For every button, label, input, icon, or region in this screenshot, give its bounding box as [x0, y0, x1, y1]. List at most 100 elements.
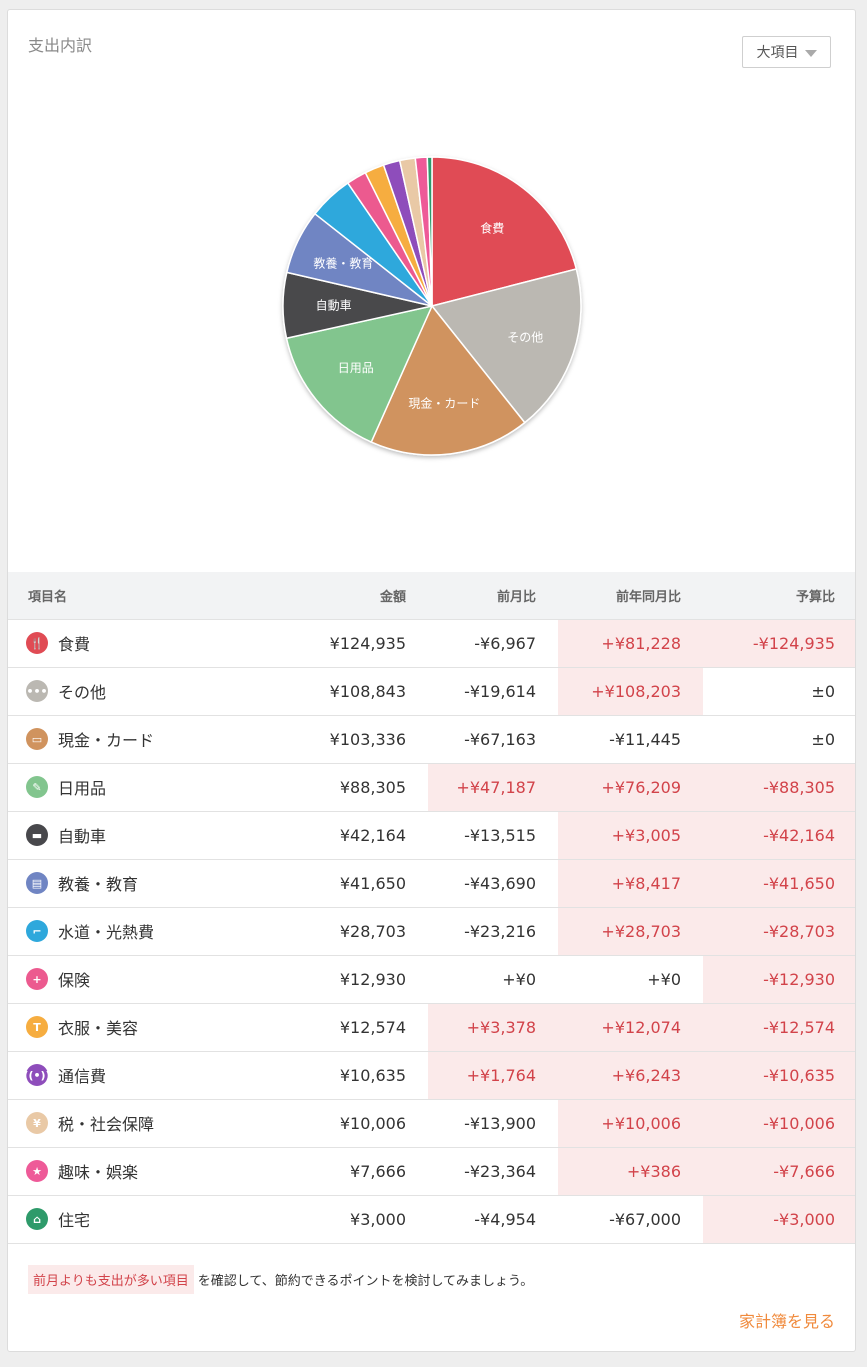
category-name: 衣服・美容: [58, 1019, 139, 1038]
category-name-cell: ▭ 現金・カード: [8, 715, 308, 764]
yoy-cell: +¥108,203: [558, 667, 703, 716]
table-header-row: 項目名 金額 前月比 前年同月比 予算比: [8, 572, 855, 620]
footer-note-text: を確認して、節約できるポイントを検討してみましょう。: [197, 1274, 534, 1289]
footer-note: 前月よりも支出が多い項目 を確認して、節約できるポイントを検討してみましょう。: [28, 1265, 533, 1294]
mom-cell: -¥23,364: [428, 1147, 558, 1196]
pie-slice[interactable]: [430, 268, 582, 424]
view-household-book-link[interactable]: 家計簿を見る: [738, 1312, 835, 1331]
star-icon: ★: [26, 1160, 48, 1182]
faucet-icon: ⌐: [26, 920, 48, 942]
header-item-name: 項目名: [8, 572, 308, 620]
mom-cell: -¥19,614: [428, 667, 558, 716]
amount-cell: ¥7,666: [308, 1147, 428, 1196]
category-name: 水道・光熱費: [58, 923, 155, 942]
budget-cell: ±0: [703, 667, 855, 716]
yoy-cell: +¥0: [558, 955, 703, 1004]
budget-cell: -¥3,000: [703, 1195, 855, 1244]
amount-cell: ¥3,000: [308, 1195, 428, 1244]
amount-cell: ¥124,935: [308, 619, 428, 668]
highlight-legend-tag: 前月よりも支出が多い項目: [28, 1265, 194, 1294]
pie-slice-label: その他: [507, 330, 543, 344]
table-row[interactable]: ⌂ 住宅 ¥3,000 -¥4,954 -¥67,000 -¥3,000: [8, 1195, 855, 1244]
amount-cell: ¥88,305: [308, 763, 428, 812]
table-row[interactable]: ¥ 税・社会保障 ¥10,006 -¥13,900 +¥10,006 -¥10,006: [8, 1099, 855, 1148]
amount-cell: ¥10,635: [308, 1051, 428, 1100]
amount-cell: ¥103,336: [308, 715, 428, 764]
book-icon: ▤: [26, 872, 48, 894]
car-icon: ▬: [26, 824, 48, 846]
budget-cell: -¥88,305: [703, 763, 855, 812]
yoy-cell: +¥8,417: [558, 859, 703, 908]
table-row[interactable]: ••• その他 ¥108,843 -¥19,614 +¥108,203 ±0: [8, 667, 855, 716]
pie-slice[interactable]: [426, 156, 433, 307]
pie-slice-label: 食費: [480, 220, 504, 235]
category-name-cell: ••• その他: [8, 667, 308, 716]
table-row[interactable]: ★ 趣味・娯楽 ¥7,666 -¥23,364 +¥386 -¥7,666: [8, 1147, 855, 1196]
table-row[interactable]: ⌐ 水道・光熱費 ¥28,703 -¥23,216 +¥28,703 -¥28,703: [8, 907, 855, 956]
amount-cell: ¥42,164: [308, 811, 428, 860]
yoy-cell: +¥6,243: [558, 1051, 703, 1100]
category-name-cell: ▬ 自動車: [8, 811, 308, 860]
category-name: 食費: [58, 635, 91, 654]
category-name-cell: T 衣服・美容: [8, 1003, 308, 1052]
pie-slice-label: 自動車: [316, 299, 352, 313]
fork-knife-icon: 🍴: [26, 632, 48, 654]
yoy-cell: +¥76,209: [558, 763, 703, 812]
budget-cell: -¥7,666: [703, 1147, 855, 1196]
category-name-cell: 🍴 食費: [8, 619, 308, 668]
table-row[interactable]: ▬ 自動車 ¥42,164 -¥13,515 +¥3,005 -¥42,164: [8, 811, 855, 860]
budget-cell: -¥41,650: [703, 859, 855, 908]
table-row[interactable]: ((•)) 通信費 ¥10,635 +¥1,764 +¥6,243 -¥10,635: [8, 1051, 855, 1100]
category-name-cell: ✎ 日用品: [8, 763, 308, 812]
header-yoy: 前年同月比: [558, 572, 703, 620]
pie-slice[interactable]: [370, 304, 526, 456]
house-icon: ⌂: [26, 1208, 48, 1230]
category-name: 税・社会保障: [58, 1115, 155, 1134]
category-table: 項目名 金額 前月比 前年同月比 予算比 🍴 食費 ¥124,935 -¥6,967 +…: [8, 572, 855, 1244]
amount-cell: ¥12,930: [308, 955, 428, 1004]
table-row[interactable]: 🍴 食費 ¥124,935 -¥6,967 +¥81,228 -¥124,935: [8, 619, 855, 668]
amount-cell: ¥41,650: [308, 859, 428, 908]
yoy-cell: -¥67,000: [558, 1195, 703, 1244]
wallet-icon: ▭: [26, 728, 48, 750]
mom-cell: -¥6,967: [428, 619, 558, 668]
mom-cell: +¥0: [428, 955, 558, 1004]
header-amount: 金額: [308, 572, 428, 620]
mom-cell: +¥47,187: [428, 763, 558, 812]
category-name-cell: ⌐ 水道・光熱費: [8, 907, 308, 956]
mom-cell: -¥23,216: [428, 907, 558, 956]
mom-cell: +¥1,764: [428, 1051, 558, 1100]
category-name: 自動車: [58, 827, 107, 846]
table-row[interactable]: ▤ 教養・教育 ¥41,650 -¥43,690 +¥8,417 -¥41,650: [8, 859, 855, 908]
budget-cell: -¥10,006: [703, 1099, 855, 1148]
category-name-cell: ★ 趣味・娯楽: [8, 1147, 308, 1196]
category-name: その他: [58, 683, 107, 702]
table-row[interactable]: + 保険 ¥12,930 +¥0 +¥0 -¥12,930: [8, 955, 855, 1004]
dots-icon: •••: [26, 680, 48, 702]
table-row[interactable]: ▭ 現金・カード ¥103,336 -¥67,163 -¥11,445 ±0: [8, 715, 855, 764]
chevron-down-icon: [804, 49, 817, 57]
category-name: 日用品: [58, 779, 107, 798]
pie-slice[interactable]: [431, 156, 578, 307]
antenna-icon: ((•)): [23, 1064, 51, 1086]
budget-cell: -¥42,164: [703, 811, 855, 860]
table-row[interactable]: ✎ 日用品 ¥88,305 +¥47,187 +¥76,209 -¥88,305: [8, 763, 855, 812]
amount-cell: ¥108,843: [308, 667, 428, 716]
yoy-cell: +¥386: [558, 1147, 703, 1196]
category-name-cell: ⌂ 住宅: [8, 1195, 308, 1244]
category-level-dropdown[interactable]: 大項目: [742, 36, 831, 68]
category-name-cell: + 保険: [8, 955, 308, 1004]
amount-cell: ¥28,703: [308, 907, 428, 956]
pie-slice[interactable]: [285, 304, 434, 444]
yoy-cell: -¥11,445: [558, 715, 703, 764]
medical-icon: +: [26, 968, 48, 990]
expense-breakdown-card: 支出内訳 大項目 食費 その他 現金・カード 日用品 自動車 教養・教育 項目名 金額 前…: [7, 9, 856, 1352]
category-name: 教養・教育: [58, 875, 139, 894]
amount-cell: ¥12,574: [308, 1003, 428, 1052]
table-row[interactable]: T 衣服・美容 ¥12,574 +¥3,378 +¥12,074 -¥12,574: [8, 1003, 855, 1052]
category-name-cell: ¥ 税・社会保障: [8, 1099, 308, 1148]
category-name: 保険: [58, 971, 91, 990]
mom-cell: +¥3,378: [428, 1003, 558, 1052]
budget-cell: ±0: [703, 715, 855, 764]
